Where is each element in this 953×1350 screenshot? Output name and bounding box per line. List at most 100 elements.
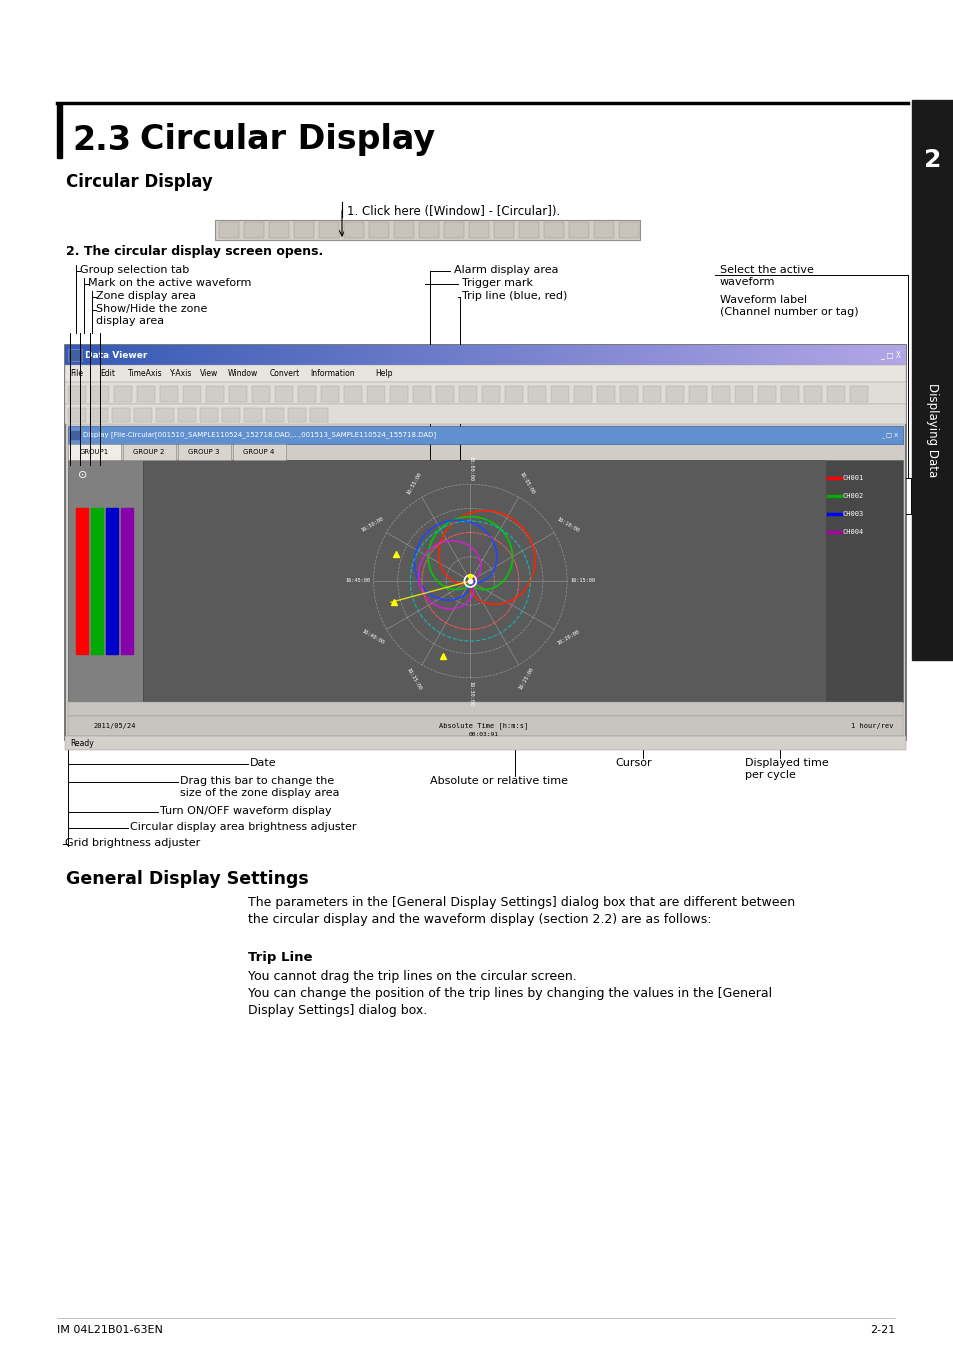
Bar — [729, 346, 730, 365]
Bar — [91, 509, 103, 653]
Bar — [429, 346, 430, 365]
Text: Waveform label
(Channel number or tag): Waveform label (Channel number or tag) — [720, 296, 858, 317]
Text: IM 04L21B01-63EN: IM 04L21B01-63EN — [57, 1324, 163, 1335]
Bar — [844, 346, 845, 365]
Bar — [830, 346, 831, 365]
Bar — [720, 346, 721, 365]
Bar — [68, 460, 143, 702]
Bar — [864, 346, 865, 365]
Bar — [185, 346, 186, 365]
Bar — [251, 346, 252, 365]
Bar — [357, 346, 358, 365]
Bar — [866, 346, 867, 365]
Bar — [356, 346, 357, 365]
Bar — [204, 346, 205, 365]
Bar — [622, 346, 623, 365]
Bar — [550, 346, 551, 365]
Bar — [222, 346, 223, 365]
Text: 16:50:00: 16:50:00 — [360, 516, 384, 533]
Bar — [551, 386, 568, 402]
Bar — [193, 346, 194, 365]
Bar — [811, 346, 812, 365]
Bar — [789, 346, 790, 365]
Bar — [517, 346, 518, 365]
Bar — [223, 346, 224, 365]
Bar — [122, 346, 123, 365]
Bar — [70, 431, 80, 440]
Bar — [179, 346, 180, 365]
Bar — [518, 346, 519, 365]
Bar — [398, 346, 399, 365]
Bar — [745, 346, 746, 365]
Bar — [848, 346, 849, 365]
Bar — [271, 346, 272, 365]
Text: Edit: Edit — [100, 370, 115, 378]
Bar — [454, 346, 455, 365]
Bar — [608, 346, 609, 365]
Bar — [431, 346, 432, 365]
Bar — [501, 346, 502, 365]
Bar — [714, 346, 716, 365]
Bar — [820, 346, 821, 365]
Bar — [452, 346, 453, 365]
Bar — [330, 346, 331, 365]
Bar — [753, 346, 754, 365]
Bar — [871, 346, 872, 365]
Bar — [635, 346, 636, 365]
Bar — [850, 346, 851, 365]
Bar — [900, 346, 901, 365]
Bar — [509, 346, 510, 365]
Text: GROUP 4: GROUP 4 — [243, 450, 274, 455]
Bar — [559, 346, 560, 365]
Bar — [597, 346, 598, 365]
Bar — [845, 346, 846, 365]
Bar — [214, 220, 639, 240]
Bar — [711, 386, 729, 402]
Bar — [626, 346, 627, 365]
Text: GROUP 2: GROUP 2 — [133, 450, 165, 455]
Bar — [257, 346, 258, 365]
Bar — [735, 346, 737, 365]
Bar — [875, 346, 876, 365]
Bar — [904, 346, 905, 365]
Bar — [144, 346, 145, 365]
Bar — [141, 346, 142, 365]
Bar — [343, 346, 344, 365]
Bar — [469, 221, 489, 238]
Bar — [887, 346, 888, 365]
Bar — [589, 346, 590, 365]
Bar — [236, 346, 237, 365]
Bar — [76, 509, 88, 653]
Bar — [483, 346, 484, 365]
Bar — [491, 346, 492, 365]
Bar — [578, 346, 579, 365]
Bar — [338, 346, 339, 365]
Bar — [199, 346, 200, 365]
Bar — [873, 346, 874, 365]
Bar — [499, 346, 500, 365]
Bar — [650, 346, 651, 365]
Bar — [659, 346, 660, 365]
Bar — [597, 386, 615, 402]
Bar — [619, 346, 620, 365]
Bar — [473, 346, 474, 365]
Bar — [94, 346, 95, 365]
Bar — [78, 346, 79, 365]
Bar — [558, 346, 559, 365]
Text: 2011/05/24: 2011/05/24 — [92, 724, 135, 729]
Bar — [443, 346, 444, 365]
Bar — [882, 346, 883, 365]
Bar — [813, 346, 814, 365]
Bar — [246, 346, 247, 365]
Bar — [868, 346, 869, 365]
Bar — [781, 386, 799, 402]
Bar — [151, 346, 152, 365]
Bar — [843, 346, 844, 365]
Bar — [358, 346, 359, 365]
Bar — [624, 346, 625, 365]
Bar — [665, 386, 683, 402]
Bar — [341, 346, 343, 365]
Bar — [174, 346, 175, 365]
Bar — [607, 346, 608, 365]
Bar — [681, 346, 682, 365]
